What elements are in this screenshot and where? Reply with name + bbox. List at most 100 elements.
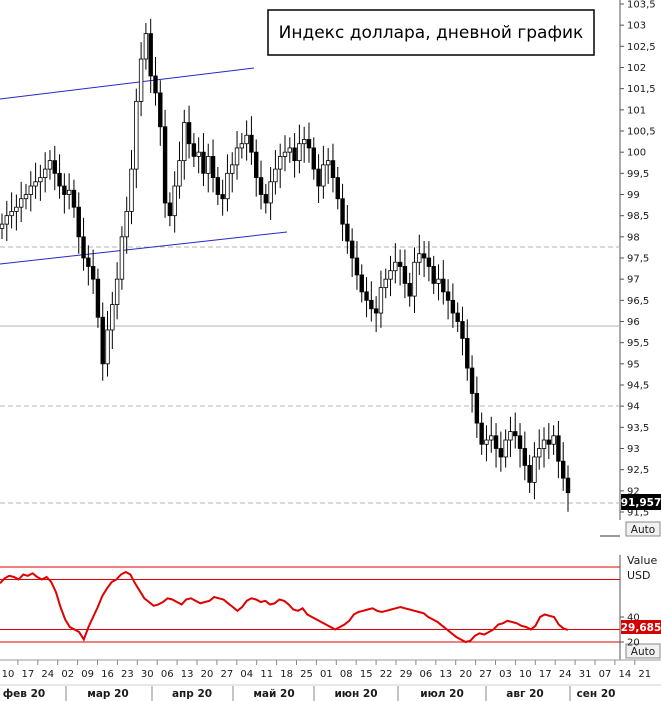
candle-body	[335, 177, 340, 200]
time-month-label: авг 20	[506, 688, 543, 700]
time-day-label: 17	[22, 669, 35, 680]
candle-body	[263, 194, 269, 204]
candle-body	[42, 168, 48, 178]
time-month-label: апр 20	[172, 688, 212, 700]
indicator-line	[0, 570, 569, 644]
candle-body	[110, 304, 115, 331]
candle-body	[460, 321, 465, 339]
price-tick-label: 95,5	[627, 338, 649, 349]
price-tick-label: 98	[627, 232, 640, 243]
candle-body	[556, 435, 561, 462]
time-day-label: 07	[599, 669, 612, 680]
candle-body	[297, 143, 302, 162]
candle-body	[66, 189, 72, 195]
candle-body	[201, 151, 206, 174]
candle-body	[450, 299, 456, 314]
candle-body	[105, 329, 110, 365]
time-day-label: 08	[340, 669, 353, 680]
candle-body	[436, 278, 441, 284]
candle-body	[455, 312, 460, 322]
candle-body	[71, 189, 77, 208]
time-month-label: май 20	[253, 688, 294, 700]
time-day-label: 04	[240, 669, 253, 680]
candle-body	[287, 147, 292, 153]
time-month-label: июн 20	[334, 688, 377, 700]
candle-body	[402, 266, 408, 284]
indicator-last-tag	[621, 620, 661, 634]
candle-body	[4, 215, 9, 225]
candle-body	[282, 151, 288, 157]
candle-body	[465, 338, 470, 369]
price-auto-scale-button[interactable]	[625, 521, 661, 537]
candle-body	[124, 211, 129, 238]
candle-body	[359, 274, 364, 293]
candle-body	[52, 160, 57, 174]
price-tick-label: 103	[627, 21, 646, 32]
price-tick-label: 103,5	[627, 0, 656, 11]
candle-body	[191, 143, 197, 157]
candle-body	[18, 198, 24, 208]
candle-body	[489, 435, 494, 441]
candle-body	[369, 299, 374, 310]
candle-body	[186, 122, 192, 145]
candle-body	[345, 223, 350, 242]
candle-body	[373, 308, 379, 314]
candle-body	[340, 198, 345, 225]
time-day-label: 24	[559, 669, 572, 680]
candle-body	[143, 33, 149, 60]
candle-body	[210, 155, 216, 178]
candle-body	[100, 316, 105, 365]
time-day-label: 06	[161, 669, 174, 680]
indicator-tick-label: 40	[627, 613, 640, 624]
candle-body	[325, 160, 331, 166]
candle-body	[138, 58, 144, 102]
price-tick-label: 97,5	[627, 254, 649, 265]
candle-body	[421, 253, 427, 259]
candle-body	[47, 160, 53, 170]
candle-body	[378, 287, 384, 314]
candle-body	[182, 122, 187, 162]
price-auto-label: Auto	[631, 524, 655, 536]
time-day-label: 13	[439, 669, 452, 680]
time-day-label: 23	[121, 669, 134, 680]
candle-body	[129, 168, 134, 212]
candle-body	[167, 202, 173, 217]
candle-body	[90, 266, 96, 280]
candle-body	[196, 151, 201, 157]
time-day-label: 14	[619, 669, 632, 680]
candle-body	[239, 143, 245, 149]
candle-body	[426, 257, 432, 267]
last-price-tag	[621, 494, 661, 510]
price-tick-label: 100	[627, 148, 646, 159]
candle-body	[258, 177, 264, 195]
candle-body	[441, 278, 446, 293]
candle-body	[527, 465, 532, 483]
indicator-axis-ticks: 40 20	[620, 613, 640, 649]
candle-body	[565, 477, 571, 494]
price-tick-label: 94	[627, 402, 640, 413]
candle-body	[522, 448, 528, 466]
time-day-label: 10	[519, 669, 532, 680]
candle-body	[76, 206, 81, 238]
candle-body	[57, 172, 62, 187]
candle-body	[119, 236, 125, 280]
candle-body	[14, 206, 19, 212]
price-tick-label: 92,5	[627, 465, 649, 476]
time-day-label: 25	[300, 669, 313, 680]
time-month-label: сен 20	[577, 688, 616, 700]
candle-body	[301, 139, 307, 145]
indicator-auto-scale-button[interactable]	[625, 643, 661, 659]
time-month-label: июл 20	[420, 688, 464, 700]
indicator-levels	[0, 566, 620, 643]
candle-body	[354, 257, 360, 276]
price-tick-label: 96,5	[627, 296, 649, 307]
candle-body	[306, 139, 312, 149]
candle-body	[206, 155, 211, 174]
candle-body	[532, 456, 537, 483]
candle-body	[417, 253, 422, 263]
time-day-label: 11	[260, 669, 273, 680]
candle-body	[513, 431, 518, 437]
time-day-label: 15	[360, 669, 373, 680]
time-day-label: 22	[380, 669, 393, 680]
price-tick-label: 93,5	[627, 423, 649, 434]
